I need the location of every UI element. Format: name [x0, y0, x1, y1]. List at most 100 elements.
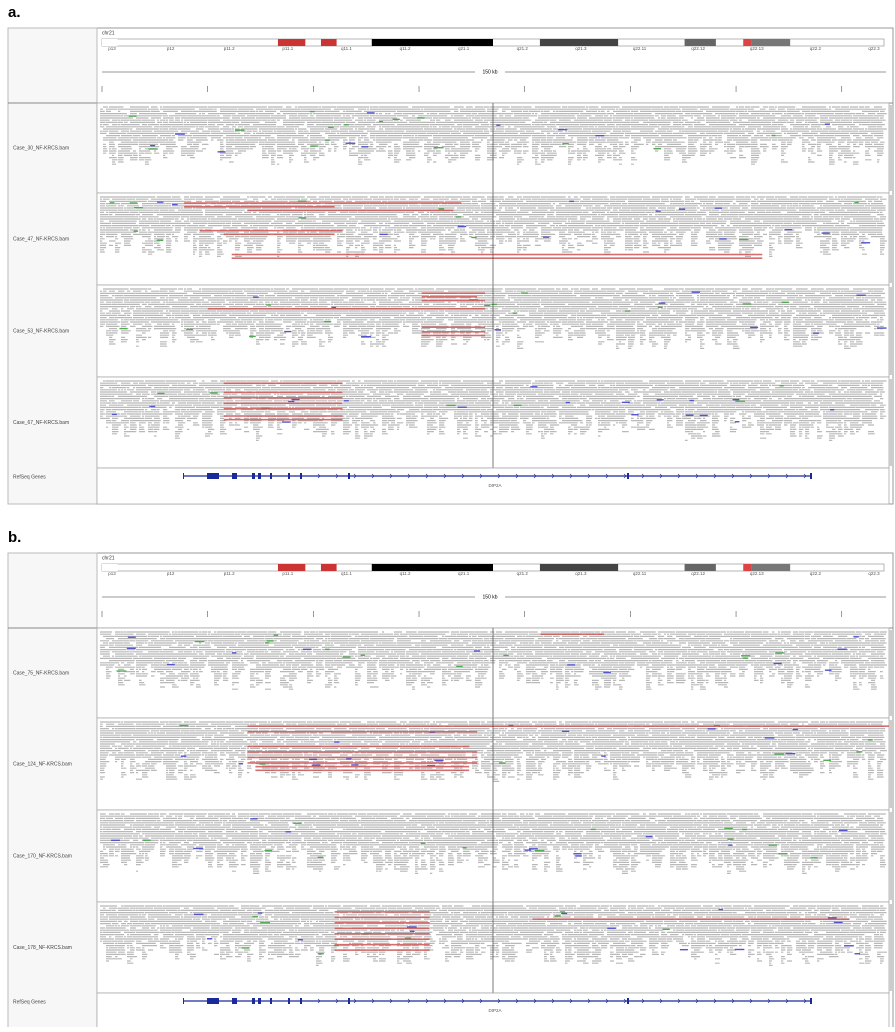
mismatch [328, 127, 333, 128]
discordant-read [247, 210, 453, 212]
cytoband [540, 564, 618, 571]
mismatch [434, 147, 444, 148]
mismatch [569, 201, 574, 202]
mismatch [595, 135, 604, 136]
discordant-read [533, 918, 850, 920]
mismatch [727, 838, 733, 839]
mismatch [844, 945, 854, 946]
mismatch [361, 146, 368, 147]
discordant-read [255, 766, 469, 768]
panel: b.chr21p13p12p11.2p11.1q11.1q11.2q21.1q2… [8, 529, 893, 1027]
mismatch [239, 763, 243, 764]
cytoband [278, 564, 305, 571]
mismatch [774, 663, 782, 664]
mismatch [252, 916, 258, 917]
mismatch [112, 414, 117, 415]
mismatch [743, 657, 749, 658]
mismatch [310, 111, 315, 112]
cytoband-label: q21.1 [458, 46, 470, 51]
mismatch [172, 204, 178, 205]
cytoband-label: p13 [108, 46, 116, 51]
mismatch [771, 135, 775, 136]
mismatch [646, 836, 653, 837]
mismatch [134, 230, 139, 231]
exon [207, 998, 219, 1004]
exon [183, 473, 184, 479]
mismatch [529, 848, 538, 849]
mismatch [434, 760, 443, 761]
mismatch [715, 207, 722, 208]
discordant-read [224, 402, 343, 404]
mismatch [503, 655, 508, 656]
exon [252, 473, 255, 479]
cytoband [685, 564, 716, 571]
mismatch [218, 151, 226, 152]
mismatch [575, 855, 582, 856]
mismatch [119, 328, 127, 329]
mismatch [625, 310, 630, 311]
cytoband [372, 564, 493, 571]
mismatch [680, 949, 688, 950]
mismatch [258, 912, 263, 913]
exon [270, 473, 272, 479]
mismatch [735, 949, 745, 950]
mismatch [298, 200, 307, 201]
cytoband-label: q11.2 [400, 46, 411, 51]
mismatch [111, 840, 120, 841]
mismatch [288, 401, 294, 402]
panel-label: a. [8, 4, 21, 21]
mismatch [521, 292, 528, 293]
mismatch [562, 731, 569, 732]
mismatch [148, 148, 157, 149]
mismatch [543, 236, 549, 237]
cytoband-label: p11.2 [224, 46, 235, 51]
mismatch [555, 915, 561, 916]
mismatch [346, 758, 352, 759]
discordant-read [247, 725, 889, 727]
mismatch [494, 329, 501, 330]
mismatch [484, 305, 490, 306]
mismatch [318, 953, 324, 954]
discordant-read [184, 202, 461, 204]
mismatch [854, 636, 859, 637]
gene-name: DIP2A [488, 483, 501, 488]
mismatch [346, 143, 356, 144]
scrollbar [889, 630, 892, 716]
discordant-read [224, 392, 343, 394]
discordant-read [335, 938, 430, 940]
mismatch [823, 760, 831, 761]
discordant-read [224, 233, 335, 235]
mismatch [456, 666, 463, 667]
exon [232, 998, 237, 1004]
mismatch [157, 201, 163, 202]
cytoband-label: p11.2 [224, 571, 235, 576]
mismatch [379, 121, 383, 122]
discordant-read [422, 335, 485, 337]
mismatch [417, 117, 424, 118]
discordant-read [232, 254, 763, 256]
cytoband-label: q22.3 [868, 46, 880, 51]
cytoband [321, 39, 337, 46]
mismatch [830, 409, 834, 410]
gene-track-name: RefSeq Genes [13, 474, 46, 480]
mismatch [282, 421, 291, 422]
mismatch [260, 922, 270, 923]
mismatch [854, 202, 858, 203]
mismatch [742, 829, 747, 830]
mismatch [458, 407, 467, 408]
mismatch [157, 393, 164, 394]
discordant-read [335, 911, 430, 913]
mismatch [700, 415, 708, 416]
exon [348, 473, 350, 479]
mismatch [603, 672, 611, 673]
mismatch [179, 725, 188, 726]
mismatch [284, 331, 291, 332]
scrollbar [889, 904, 892, 991]
mismatch [679, 208, 685, 209]
exon [232, 473, 237, 479]
scrollbar [889, 812, 892, 900]
exon [252, 998, 255, 1004]
cytoband [102, 39, 118, 46]
mismatch [421, 843, 426, 844]
track-name: Case_178_NF-KRCS.bam [13, 945, 72, 951]
